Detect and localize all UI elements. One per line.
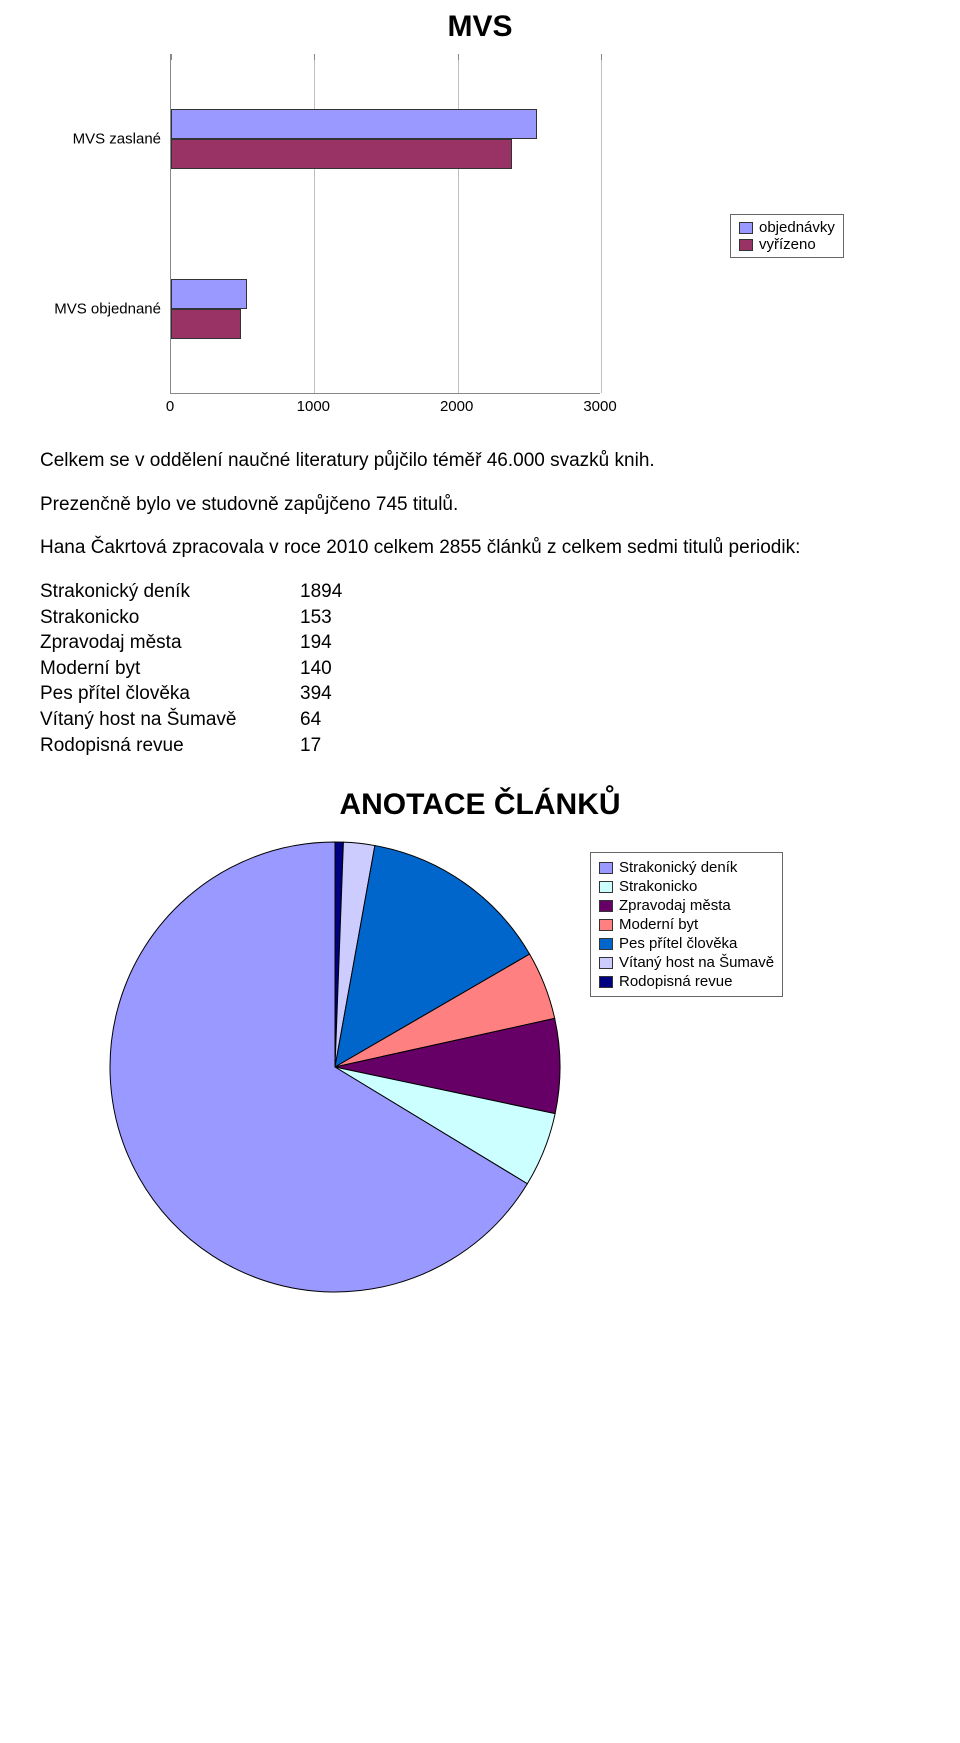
- paragraph-2: Prezenčně bylo ve studovně zapůjčeno 745…: [40, 492, 920, 518]
- tick: [314, 54, 315, 60]
- periodical-value: 64: [300, 707, 321, 733]
- periodical-name: Strakonický deník: [40, 579, 300, 605]
- legend-item: Rodopisná revue: [599, 973, 774, 990]
- bar-chart-title: MVS: [40, 10, 920, 44]
- x-tick-label: 2000: [440, 398, 473, 415]
- legend-swatch: [599, 919, 613, 931]
- legend-swatch: [739, 222, 753, 234]
- bar: [171, 309, 241, 339]
- legend-item: Vítaný host na Šumavě: [599, 954, 774, 971]
- bar-chart-x-axis: 0100020003000: [170, 394, 600, 418]
- x-tick-label: 3000: [583, 398, 616, 415]
- legend-label: Zpravodaj města: [619, 897, 731, 914]
- list-item: Pes přítel člověka394: [40, 681, 920, 707]
- periodical-name: Strakonicko: [40, 605, 300, 631]
- periodical-name: Zpravodaj města: [40, 630, 300, 656]
- list-item: Zpravodaj města194: [40, 630, 920, 656]
- legend-item: vyřízeno: [739, 236, 835, 253]
- bar-category-label: MVS zaslané: [73, 131, 161, 148]
- legend-item: Pes přítel člověka: [599, 935, 774, 952]
- legend-label: Strakonický deník: [619, 859, 737, 876]
- periodical-value: 17: [300, 733, 321, 759]
- legend-swatch: [599, 900, 613, 912]
- list-item: Rodopisná revue17: [40, 733, 920, 759]
- bar-chart-legend: objednávkyvyřízeno: [730, 214, 844, 258]
- legend-label: vyřízeno: [759, 236, 816, 253]
- periodical-value: 1894: [300, 579, 342, 605]
- list-item: Strakonický deník1894: [40, 579, 920, 605]
- bar: [171, 109, 537, 139]
- periodical-name: Vítaný host na Šumavě: [40, 707, 300, 733]
- periodical-name: Moderní byt: [40, 656, 300, 682]
- tick: [458, 54, 459, 60]
- legend-item: Strakonický deník: [599, 859, 774, 876]
- list-item: Moderní byt140: [40, 656, 920, 682]
- legend-label: Strakonicko: [619, 878, 697, 895]
- legend-label: Pes přítel člověka: [619, 935, 737, 952]
- bar-chart: MVS zaslanéMVS objednané 0100020003000: [170, 54, 710, 418]
- gridline: [601, 54, 602, 393]
- legend-swatch: [739, 239, 753, 251]
- legend-swatch: [599, 881, 613, 893]
- legend-item: Zpravodaj města: [599, 897, 774, 914]
- legend-swatch: [599, 957, 613, 969]
- legend-swatch: [599, 976, 613, 988]
- legend-swatch: [599, 938, 613, 950]
- pie-chart-legend: Strakonický deník Strakonicko Zpravodaj mě…: [590, 852, 783, 997]
- legend-label: Vítaný host na Šumavě: [619, 954, 774, 971]
- pie-chart: [100, 832, 570, 1302]
- gridline: [314, 54, 315, 393]
- bar-chart-plot: MVS zaslanéMVS objednané: [170, 54, 600, 394]
- bar: [171, 279, 247, 309]
- periodical-value: 153: [300, 605, 332, 631]
- legend-item: Moderní byt: [599, 916, 774, 933]
- paragraph-3: Hana Čakrtová zpracovala v roce 2010 cel…: [40, 535, 920, 561]
- legend-label: Rodopisná revue: [619, 973, 732, 990]
- gridline: [458, 54, 459, 393]
- pie-chart-area: Strakonický deník Strakonicko Zpravodaj mě…: [40, 832, 920, 1302]
- periodical-value: 194: [300, 630, 332, 656]
- tick: [601, 54, 602, 60]
- bar-category-label: MVS objednané: [54, 301, 161, 318]
- paragraph-1: Celkem se v oddělení naučné literatury p…: [40, 448, 920, 474]
- list-item: Strakonicko153: [40, 605, 920, 631]
- bar: [171, 139, 512, 169]
- periodical-value: 394: [300, 681, 332, 707]
- legend-label: objednávky: [759, 219, 835, 236]
- bar-chart-area: MVS zaslanéMVS objednané 0100020003000 o…: [40, 54, 920, 418]
- periodical-value: 140: [300, 656, 332, 682]
- legend-item: Strakonicko: [599, 878, 774, 895]
- periodical-name: Pes přítel člověka: [40, 681, 300, 707]
- pie-chart-title: ANOTACE ČLÁNKŮ: [40, 788, 920, 822]
- periodicals-list: Strakonický deník1894Strakonicko153Zprav…: [40, 579, 920, 758]
- x-tick-label: 1000: [297, 398, 330, 415]
- body-text: Celkem se v oddělení naučné literatury p…: [40, 448, 920, 561]
- periodical-name: Rodopisná revue: [40, 733, 300, 759]
- legend-label: Moderní byt: [619, 916, 698, 933]
- legend-swatch: [599, 862, 613, 874]
- tick: [171, 54, 172, 60]
- legend-item: objednávky: [739, 219, 835, 236]
- x-tick-label: 0: [166, 398, 174, 415]
- list-item: Vítaný host na Šumavě64: [40, 707, 920, 733]
